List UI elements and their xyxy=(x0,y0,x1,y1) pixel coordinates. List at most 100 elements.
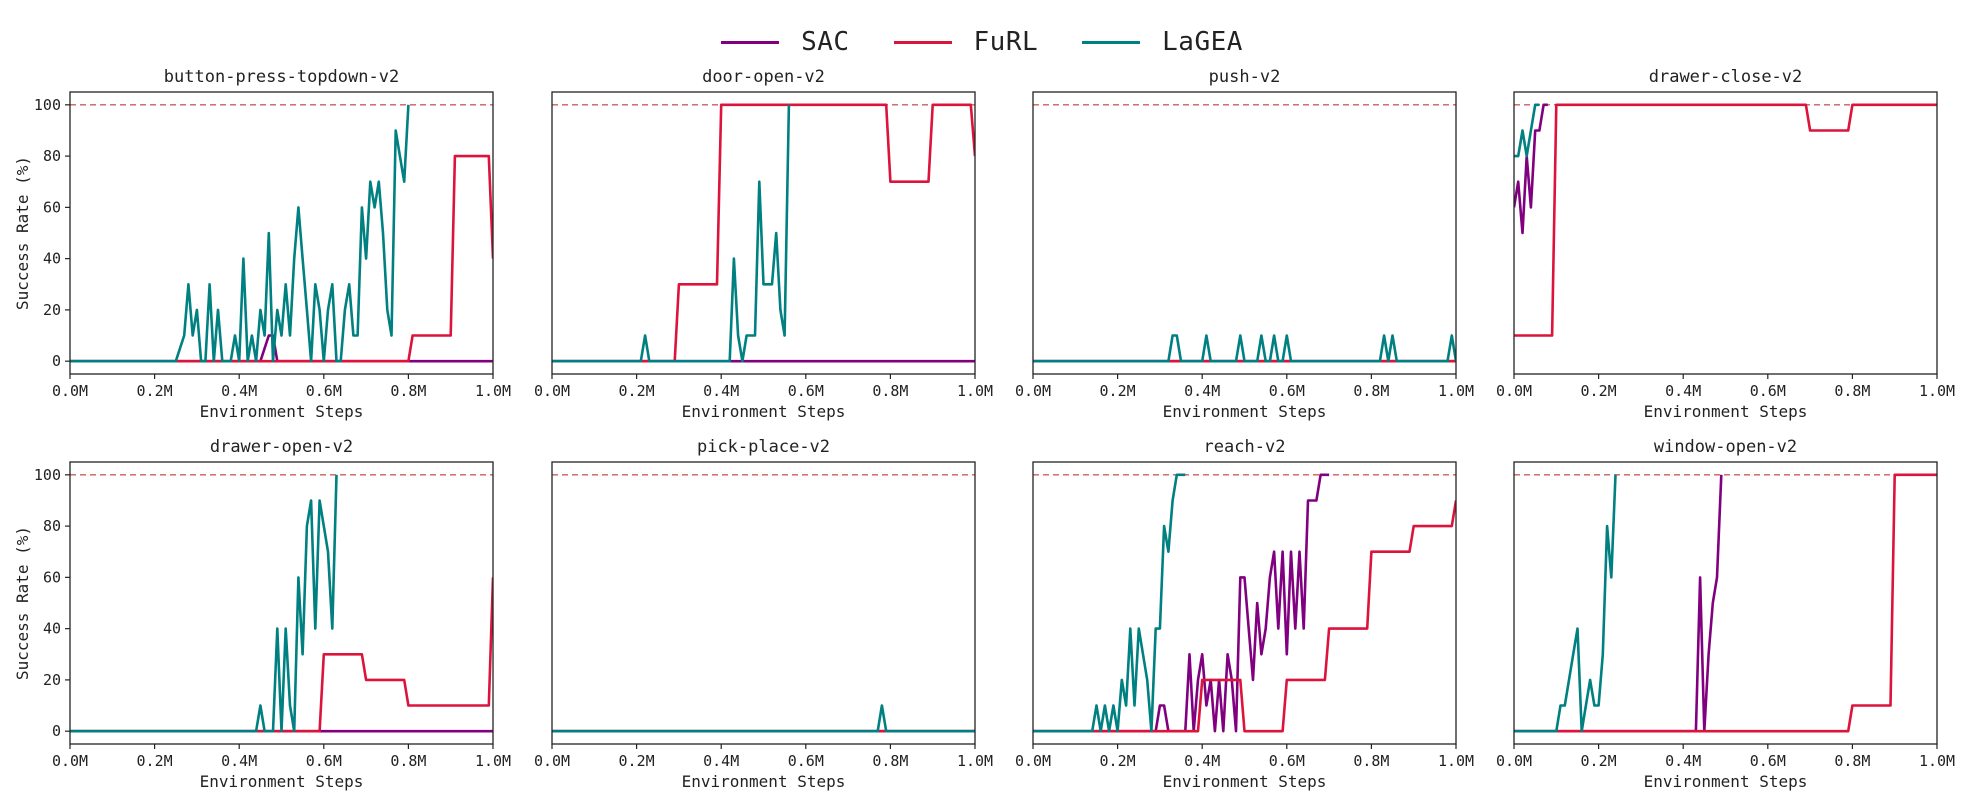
x-axis-label: Environment Steps xyxy=(1163,772,1327,791)
y-tick-label: 20 xyxy=(43,301,61,319)
x-tick-label: 0.8M xyxy=(1353,382,1389,400)
plot-frame xyxy=(1513,91,1938,375)
x-tick-label: 0.6M xyxy=(1269,382,1305,400)
series-furl xyxy=(1514,473,1937,733)
x-tick-label: 0.2M xyxy=(1100,752,1136,770)
x-tick-label: 0.2M xyxy=(619,382,655,400)
x-tick-label: 1.0M xyxy=(1919,752,1955,770)
x-tick-label: 0.4M xyxy=(1665,382,1701,400)
panel-push-v2: push-v2 0.0M 0.2M 0.4M 0.6M 0.8M 1.0M Environme… xyxy=(1015,67,1474,421)
x-tick-label: 0.8M xyxy=(1353,752,1389,770)
panel-title: pick-place-v2 xyxy=(697,437,830,457)
x-tick-label: 1.0M xyxy=(1438,752,1474,770)
y-tick-label: 100 xyxy=(34,466,61,484)
x-tick-label: 0.0M xyxy=(52,382,88,400)
x-tick-label: 0.0M xyxy=(1015,752,1051,770)
x-axis-label: Environment Steps xyxy=(682,772,846,791)
plot-frame xyxy=(1032,91,1457,375)
series-sac xyxy=(1514,474,1723,733)
x-axis-label: Environment Steps xyxy=(1163,402,1327,421)
panel-title: reach-v2 xyxy=(1204,437,1286,457)
x-tick-label: 0.4M xyxy=(221,752,257,770)
series-lagea xyxy=(1514,474,1617,733)
series-lagea xyxy=(552,704,975,733)
x-tick-label: 0.8M xyxy=(1834,752,1870,770)
x-tick-label: 0.0M xyxy=(1015,382,1051,400)
x-tick-label: 0.2M xyxy=(1581,382,1617,400)
panel-title: button-press-topdown-v2 xyxy=(164,67,399,87)
legend-label-sac: SAC xyxy=(801,27,850,57)
plot-frame xyxy=(551,91,976,375)
x-tick-label: 0.8M xyxy=(390,752,426,770)
plot-frame xyxy=(1513,461,1938,745)
legend-label-lagea: LaGEA xyxy=(1162,27,1243,57)
x-tick-label: 0.0M xyxy=(534,752,570,770)
legend-swatch-furl xyxy=(893,40,952,44)
panel-title: drawer-open-v2 xyxy=(210,437,353,457)
x-tick-label: 0.6M xyxy=(1269,752,1305,770)
x-axis-label: Environment Steps xyxy=(682,402,846,421)
legend-entry-sac[interactable]: SAC xyxy=(721,27,849,57)
series-lagea xyxy=(1033,334,1456,363)
series-sac xyxy=(1033,473,1330,733)
legend-entry-furl[interactable]: FuRL xyxy=(893,27,1039,57)
panel-title: window-open-v2 xyxy=(1654,437,1797,457)
x-tick-label: 0.2M xyxy=(1581,752,1617,770)
y-tick-label: 80 xyxy=(43,517,61,535)
x-tick-label: 0.4M xyxy=(1184,382,1220,400)
y-tick-label: 60 xyxy=(43,198,61,216)
x-axis-label: Environment Steps xyxy=(1644,402,1808,421)
x-tick-label: 0.4M xyxy=(221,382,257,400)
series-furl xyxy=(552,103,975,363)
x-tick-label: 0.0M xyxy=(52,752,88,770)
panel-drawer-close-v2: drawer-close-v2 0.0M 0.2M 0.4M 0.6M 0.8M 1.0M E… xyxy=(1496,67,1955,421)
series-furl xyxy=(1514,103,1937,337)
x-tick-label: 0.2M xyxy=(1100,382,1136,400)
plot-frame xyxy=(1032,461,1457,745)
x-tick-label: 1.0M xyxy=(475,382,511,400)
y-tick-label: 20 xyxy=(43,671,61,689)
series-lagea xyxy=(70,104,410,363)
x-tick-label: 0.6M xyxy=(1750,382,1786,400)
panel-title: door-open-v2 xyxy=(702,67,825,87)
series-sac xyxy=(1514,103,1548,235)
y-tick-label: 40 xyxy=(43,620,61,638)
x-axis-label: Environment Steps xyxy=(200,772,364,791)
plot-frame xyxy=(69,461,494,745)
panel-pick-place-v2: pick-place-v2 0.0M 0.2M 0.4M 0.6M 0.8M 1.0M Env… xyxy=(534,437,993,791)
y-tick-label: 60 xyxy=(43,568,61,586)
x-tick-label: 1.0M xyxy=(957,752,993,770)
x-tick-label: 0.4M xyxy=(1184,752,1220,770)
x-tick-label: 0.0M xyxy=(1496,382,1532,400)
series-furl xyxy=(1033,500,1456,733)
legend-swatch-lagea xyxy=(1082,40,1141,44)
panel-window-open-v2: window-open-v2 0.0M 0.2M 0.4M 0.6M 0.8M 1.0M En… xyxy=(1496,437,1955,791)
x-tick-label: 0.2M xyxy=(137,382,173,400)
series-furl xyxy=(70,154,493,363)
x-tick-label: 0.8M xyxy=(872,382,908,400)
panel-button-press-topdown-v2: button-press-topdown-v2 0.0M 0.2M 0.4M 0.6M 0… xyxy=(13,67,511,421)
y-axis-label: Success Rate (%) xyxy=(13,526,32,680)
series-lagea xyxy=(552,104,791,363)
x-tick-label: 0.6M xyxy=(1750,752,1786,770)
legend-label-furl: FuRL xyxy=(973,27,1039,57)
x-tick-label: 1.0M xyxy=(957,382,993,400)
y-tick-label: 80 xyxy=(43,147,61,165)
panel-reach-v2: reach-v2 0.0M 0.2M 0.4M 0.6M 0.8M 1.0M Environm… xyxy=(1015,437,1474,791)
x-tick-label: 0.2M xyxy=(619,752,655,770)
legend-entry-lagea[interactable]: LaGEA xyxy=(1082,27,1243,57)
panel-title: drawer-close-v2 xyxy=(1649,67,1803,87)
series-sac xyxy=(70,334,493,363)
x-axis-label: Environment Steps xyxy=(200,402,364,421)
plot-frame xyxy=(551,461,976,745)
series-lagea xyxy=(1033,473,1186,733)
x-tick-label: 0.4M xyxy=(703,382,739,400)
x-tick-label: 0.4M xyxy=(703,752,739,770)
legend-swatch-sac xyxy=(721,40,780,44)
x-tick-label: 0.0M xyxy=(534,382,570,400)
x-tick-label: 0.8M xyxy=(390,382,426,400)
x-tick-label: 0.2M xyxy=(137,752,173,770)
x-tick-label: 0.6M xyxy=(788,382,824,400)
y-tick-label: 0 xyxy=(52,722,61,740)
